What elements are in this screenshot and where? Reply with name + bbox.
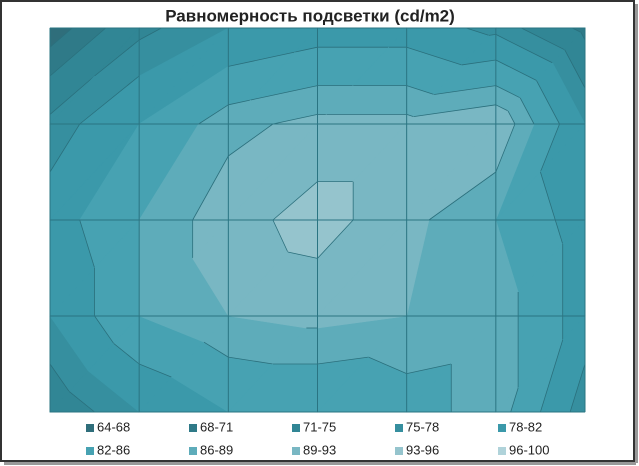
- contour-line: [49, 27, 73, 48]
- legend-swatch: [498, 424, 506, 432]
- contour-line: [192, 155, 229, 221]
- contour-line: [139, 363, 172, 378]
- legend-label: 89-93: [303, 442, 336, 457]
- contour-line: [198, 104, 229, 125]
- legend-label: 64-68: [97, 419, 130, 434]
- contour-line: [510, 387, 519, 413]
- contour-line: [228, 99, 251, 106]
- legend-label: 82-86: [97, 442, 130, 457]
- legend-swatch: [292, 424, 300, 432]
- contour-line: [406, 363, 452, 374]
- contour-line: [461, 59, 496, 66]
- contour-line: [49, 363, 70, 392]
- contour-line: [434, 85, 496, 95]
- contour-line: [406, 85, 435, 95]
- contour-line: [94, 315, 115, 344]
- contour-line: [495, 59, 537, 81]
- contour-line: [519, 97, 535, 125]
- contour-line: [564, 49, 586, 89]
- contour-line: [287, 251, 318, 259]
- contour-line: [79, 219, 95, 269]
- legend-swatch: [292, 447, 300, 455]
- contour-line: [228, 123, 274, 157]
- legend-swatch: [86, 447, 94, 455]
- legend-label: 93-96: [406, 442, 439, 457]
- contour-line: [368, 356, 407, 374]
- contour-line: [536, 80, 560, 125]
- contour-line: [495, 34, 553, 64]
- contour-line: [113, 343, 140, 365]
- contour-line: [79, 75, 140, 125]
- contour-line: [406, 114, 414, 117]
- legend-label: 86-89: [200, 442, 233, 457]
- contour-line: [554, 219, 564, 245]
- contour-line: [94, 39, 140, 77]
- contour-line: [507, 110, 516, 125]
- contour-line: [495, 123, 516, 173]
- legend-label: 75-78: [406, 419, 439, 434]
- legend-swatch: [395, 447, 403, 455]
- contour-line: [580, 32, 586, 41]
- contour-line: [495, 104, 509, 112]
- contour-line: [540, 339, 564, 413]
- contour-line: [49, 27, 106, 77]
- legend-label: 71-75: [303, 419, 336, 434]
- plot-area: [49, 27, 586, 413]
- contour-line: [317, 356, 369, 365]
- legend-swatch: [86, 424, 94, 432]
- contour-line: [406, 46, 462, 66]
- contour-line: [495, 85, 521, 99]
- chart-title: Равномерность подсветки (cd/m2): [165, 6, 455, 25]
- contour-line: [572, 27, 582, 33]
- contour-line: [521, 27, 565, 51]
- contour-line: [488, 34, 496, 36]
- contour-band: [316, 114, 407, 125]
- contour-line: [250, 85, 318, 101]
- contour-line: [540, 171, 556, 221]
- legend-swatch: [498, 447, 506, 455]
- contour-line: [49, 75, 95, 115]
- legend: 64-68 68-71 71-75 75-78 78-82 82-86 86-89 89-93…: [86, 419, 549, 457]
- contour-line: [68, 391, 95, 413]
- legend-swatch: [189, 447, 197, 455]
- contour-line: [272, 219, 289, 253]
- contour-line: [138, 27, 162, 41]
- legend-label: 78-82: [509, 419, 542, 434]
- contour-line: [317, 219, 354, 259]
- contour-line: [228, 356, 273, 365]
- legend-label: 96-100: [509, 442, 549, 457]
- contour-line: [465, 27, 490, 36]
- contour-line: [428, 171, 497, 221]
- contour-line: [203, 341, 229, 358]
- contour-line: [569, 363, 586, 413]
- contour-line: [272, 181, 318, 221]
- contour-line: [228, 51, 296, 67]
- legend-swatch: [189, 424, 197, 432]
- legend-swatch: [395, 424, 403, 432]
- contour-line: [540, 123, 560, 173]
- legend-label: 68-71: [200, 419, 233, 434]
- contour-line: [295, 46, 318, 53]
- contour-line: [49, 123, 81, 173]
- contour-line: [413, 104, 496, 118]
- contour-line: [272, 114, 318, 125]
